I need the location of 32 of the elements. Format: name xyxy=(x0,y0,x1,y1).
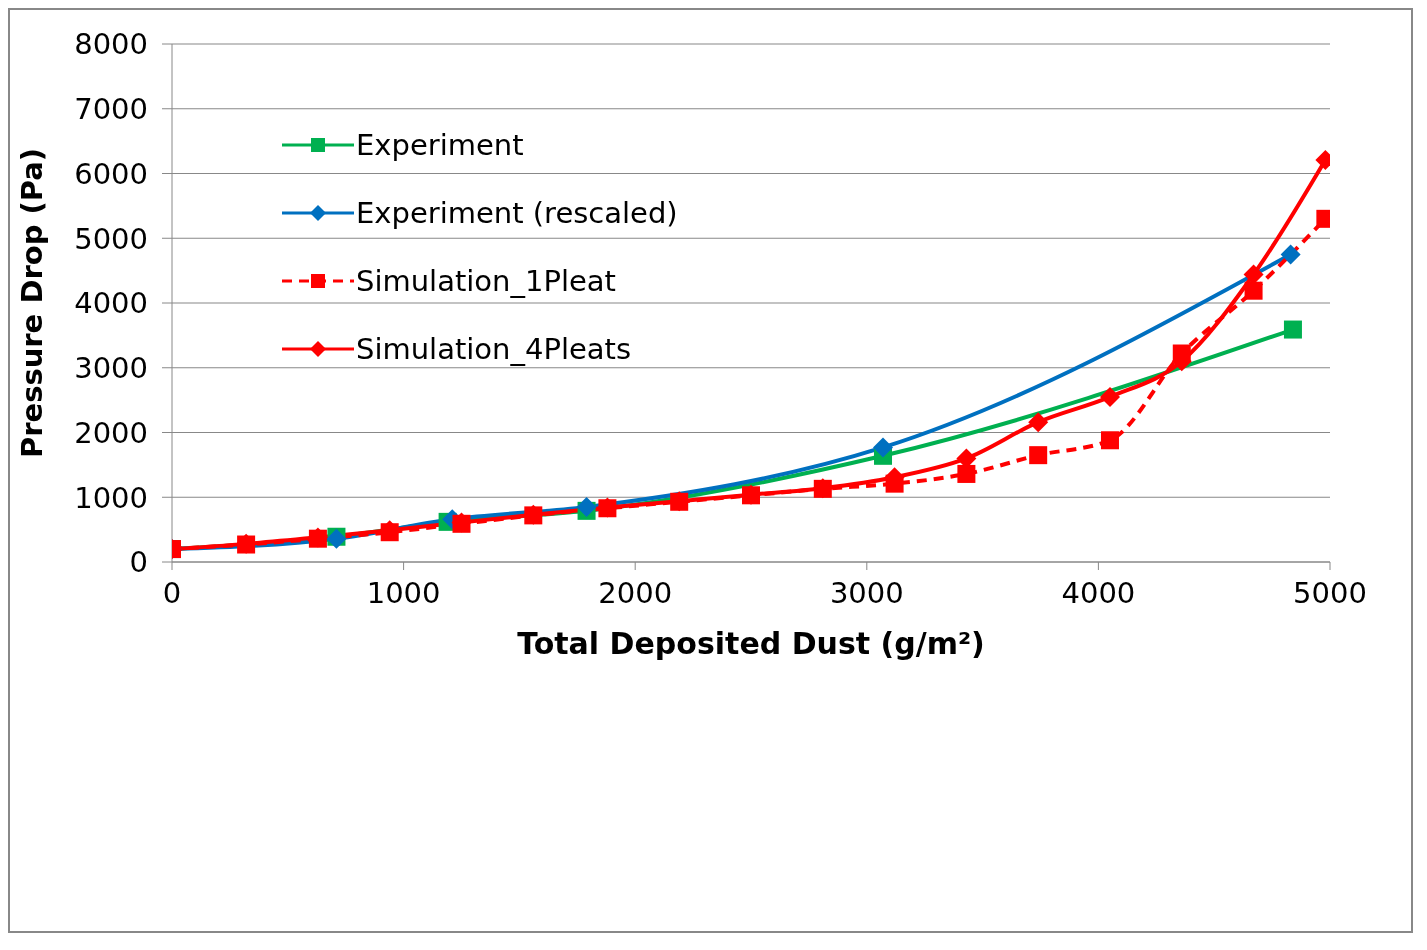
legend-label: Simulation_1Pleat xyxy=(356,264,616,298)
point xyxy=(1099,386,1120,407)
y-axis-title: Pressure Drop (Pa) xyxy=(15,147,50,459)
point xyxy=(957,464,976,483)
x-tick-label: 2000 xyxy=(598,575,673,610)
legend-label: Experiment (rescaled) xyxy=(356,196,678,230)
x-tick-label: 0 xyxy=(162,575,182,610)
point xyxy=(873,437,894,458)
y-tick-label: 4000 xyxy=(74,286,148,321)
x-tick-label: 5000 xyxy=(1293,575,1367,610)
legend-label: Experiment xyxy=(356,128,524,162)
y-tick-label: 2000 xyxy=(74,415,148,450)
y-tick-label: 7000 xyxy=(74,92,148,127)
y-tick-label: 6000 xyxy=(74,156,148,191)
y-tick-label: 1000 xyxy=(74,480,148,515)
x-tick-label: 3000 xyxy=(829,575,904,610)
x-tick-label: 1000 xyxy=(366,575,441,610)
point xyxy=(1280,244,1301,265)
point xyxy=(1244,281,1263,300)
legend-label: Simulation_4Pleats xyxy=(356,332,632,366)
point xyxy=(1100,431,1119,450)
point xyxy=(576,496,597,517)
point xyxy=(1028,412,1049,433)
x-axis-title: Total Deposited Dust (g/m²) xyxy=(517,626,985,661)
point xyxy=(1243,264,1264,285)
point xyxy=(1283,320,1302,339)
y-tick-label: 0 xyxy=(129,545,148,580)
x-tick-label: 4000 xyxy=(1061,575,1136,610)
y-tick-label: 8000 xyxy=(74,27,148,62)
y-tick-label: 5000 xyxy=(74,221,148,256)
y-tick-label: 3000 xyxy=(74,351,148,386)
point xyxy=(1029,446,1048,465)
